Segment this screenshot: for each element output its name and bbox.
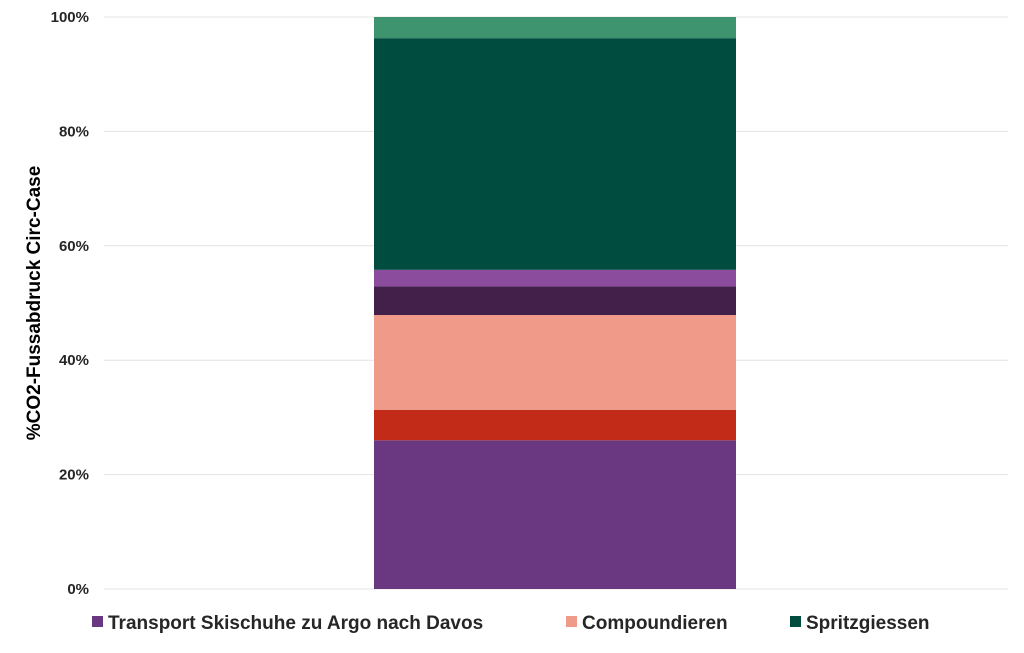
y-tick-label: 80% bbox=[59, 123, 89, 140]
legend-label: Spritzgiessen bbox=[806, 613, 930, 634]
bar-segment-2 bbox=[374, 409, 736, 441]
y-axis-ticks: 0% 20% 40% 60% 80% 100% bbox=[51, 9, 89, 598]
bar-segment-4 bbox=[374, 286, 736, 316]
bar-segment-7 bbox=[374, 17, 736, 39]
legend-swatch bbox=[790, 616, 801, 627]
legend-swatch bbox=[92, 616, 103, 627]
bar-segment-5 bbox=[374, 269, 736, 287]
y-axis-title: %CO2-Fussabdruck Circ-Case bbox=[24, 166, 45, 441]
stacked-bar bbox=[374, 17, 736, 589]
y-tick-label: 40% bbox=[59, 352, 89, 369]
y-tick-label: 20% bbox=[59, 467, 89, 484]
bar-segment-6 bbox=[374, 38, 736, 270]
legend-swatch bbox=[566, 616, 577, 627]
legend: Transport Skischuhe zu Argo nach Davos Co… bbox=[92, 613, 930, 634]
bar-segment-1 bbox=[374, 440, 736, 589]
bar-segment-3 bbox=[374, 315, 736, 410]
legend-label: Transport Skischuhe zu Argo nach Davos bbox=[108, 613, 483, 634]
y-tick-label: 60% bbox=[59, 238, 89, 255]
y-tick-label: 0% bbox=[67, 581, 89, 598]
y-tick-label: 100% bbox=[51, 9, 89, 26]
legend-label: Compoundieren bbox=[582, 613, 728, 634]
